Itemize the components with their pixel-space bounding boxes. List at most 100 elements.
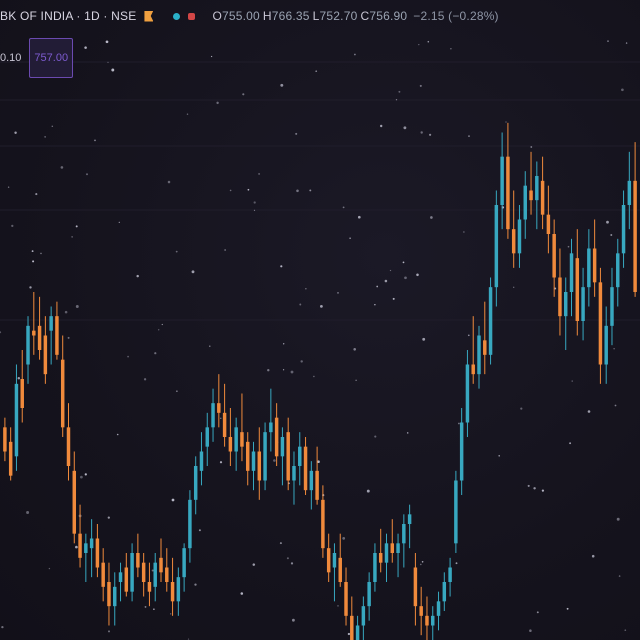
- candle[interactable]: [396, 533, 400, 578]
- candle[interactable]: [298, 432, 302, 486]
- candle[interactable]: [147, 562, 152, 607]
- candle[interactable]: [332, 543, 337, 602]
- candle[interactable]: [500, 132, 504, 230]
- candle[interactable]: [32, 292, 36, 355]
- candle[interactable]: [581, 267, 585, 341]
- candle[interactable]: [465, 350, 470, 437]
- alert-icon[interactable]: [188, 12, 196, 20]
- price-badge[interactable]: 757.00: [29, 38, 74, 78]
- candle[interactable]: [402, 514, 406, 568]
- candle[interactable]: [598, 267, 603, 384]
- candle[interactable]: [193, 456, 198, 515]
- candle[interactable]: [471, 316, 475, 384]
- candle[interactable]: [338, 533, 342, 587]
- candle[interactable]: [60, 335, 65, 438]
- candle[interactable]: [621, 190, 626, 268]
- candle[interactable]: [43, 316, 48, 384]
- candle[interactable]: [113, 572, 117, 626]
- candle[interactable]: [153, 553, 157, 602]
- candle[interactable]: [488, 277, 493, 365]
- candle[interactable]: [240, 393, 244, 462]
- candle[interactable]: [569, 238, 574, 317]
- candle[interactable]: [251, 441, 256, 491]
- candle[interactable]: [95, 524, 100, 578]
- candle[interactable]: [523, 171, 527, 239]
- candle[interactable]: [89, 519, 94, 578]
- candle[interactable]: [78, 504, 82, 568]
- candle[interactable]: [350, 596, 354, 640]
- candle[interactable]: [170, 557, 175, 616]
- candle[interactable]: [286, 417, 290, 491]
- candle[interactable]: [535, 161, 539, 230]
- candle[interactable]: [245, 432, 250, 486]
- candle[interactable]: [217, 374, 221, 428]
- candle[interactable]: [587, 229, 591, 307]
- candle[interactable]: [483, 301, 487, 375]
- candle[interactable]: [448, 557, 452, 597]
- candle[interactable]: [431, 606, 435, 640]
- candle[interactable]: [159, 538, 163, 583]
- candle[interactable]: [540, 156, 545, 230]
- candle[interactable]: [610, 267, 614, 346]
- candle[interactable]: [292, 451, 296, 505]
- candle[interactable]: [55, 301, 59, 360]
- candle[interactable]: [494, 190, 499, 307]
- candle[interactable]: [274, 403, 279, 466]
- candle[interactable]: [326, 533, 331, 582]
- candle[interactable]: [20, 350, 24, 423]
- candle[interactable]: [280, 427, 285, 486]
- candle[interactable]: [165, 548, 169, 592]
- candle[interactable]: [454, 470, 458, 553]
- candle[interactable]: [205, 412, 209, 466]
- flag-icon[interactable]: [144, 10, 154, 22]
- candle[interactable]: [419, 586, 423, 636]
- candle[interactable]: [188, 490, 192, 563]
- candle[interactable]: [436, 591, 441, 631]
- candle[interactable]: [373, 543, 377, 592]
- candle[interactable]: [101, 548, 105, 602]
- candle[interactable]: [413, 553, 418, 626]
- candle[interactable]: [257, 427, 262, 500]
- candle[interactable]: [222, 383, 227, 447]
- candle[interactable]: [37, 296, 42, 360]
- candle[interactable]: [3, 417, 7, 462]
- candle[interactable]: [592, 219, 597, 297]
- candle[interactable]: [378, 528, 383, 573]
- candle[interactable]: [477, 325, 481, 389]
- candle[interactable]: [506, 122, 510, 239]
- candle[interactable]: [66, 403, 71, 481]
- candle[interactable]: [407, 504, 412, 549]
- candle[interactable]: [263, 422, 267, 491]
- candle[interactable]: [575, 229, 580, 336]
- candle[interactable]: [355, 615, 360, 640]
- candle[interactable]: [234, 417, 238, 471]
- candle[interactable]: [309, 461, 314, 510]
- candle[interactable]: [84, 533, 88, 582]
- candle[interactable]: [442, 572, 447, 611]
- candle[interactable]: [390, 519, 395, 563]
- candle[interactable]: [118, 562, 123, 602]
- candle[interactable]: [107, 562, 111, 626]
- candle[interactable]: [344, 567, 348, 626]
- candle[interactable]: [14, 364, 19, 471]
- candle[interactable]: [604, 306, 608, 384]
- candle[interactable]: [72, 451, 77, 544]
- candle[interactable]: [511, 190, 516, 268]
- candle[interactable]: [211, 388, 215, 442]
- candle[interactable]: [517, 205, 522, 268]
- candle[interactable]: [315, 446, 319, 505]
- candle[interactable]: [558, 248, 562, 336]
- candle[interactable]: [49, 306, 53, 365]
- candle[interactable]: [124, 553, 129, 597]
- candle[interactable]: [546, 185, 551, 254]
- candle[interactable]: [633, 142, 637, 297]
- candle[interactable]: [563, 277, 568, 351]
- candle[interactable]: [8, 427, 13, 481]
- candle[interactable]: [552, 219, 556, 297]
- candle[interactable]: [459, 408, 464, 495]
- candle[interactable]: [269, 388, 273, 452]
- candle[interactable]: [182, 543, 186, 592]
- candle[interactable]: [199, 432, 204, 486]
